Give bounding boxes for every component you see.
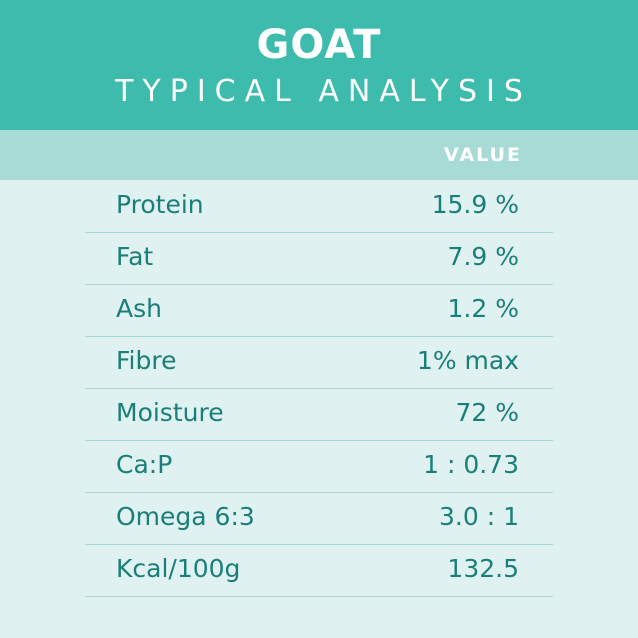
table-row: Kcal/100g 132.5 — [85, 544, 553, 597]
row-label: Moisture — [116, 398, 224, 427]
table-row: Ca:P 1 : 0.73 — [85, 440, 553, 493]
row-value: 72 % — [455, 398, 519, 427]
row-label: Ash — [116, 294, 162, 323]
row-label: Fat — [116, 242, 154, 271]
row-label: Kcal/100g — [116, 554, 241, 583]
table-row: Fibre 1% max — [85, 336, 553, 389]
table-row: Omega 6:3 3.0 : 1 — [85, 492, 553, 545]
row-value: 1% max — [416, 346, 519, 375]
page-title: GOAT — [256, 22, 382, 68]
table-row: Fat 7.9 % — [85, 232, 553, 285]
table-row: Moisture 72 % — [85, 388, 553, 441]
column-header-value: VALUE — [444, 144, 522, 166]
page-subtitle: TYPICAL ANALYSIS — [115, 74, 532, 109]
row-label: Omega 6:3 — [116, 502, 255, 531]
column-header-band — [0, 130, 638, 180]
row-value: 1.2 % — [447, 294, 519, 323]
row-label: Protein — [116, 190, 204, 219]
row-value: 1 : 0.73 — [423, 450, 519, 479]
row-value: 15.9 % — [431, 190, 519, 219]
row-label: Fibre — [116, 346, 177, 375]
row-value: 7.9 % — [447, 242, 519, 271]
row-value: 132.5 — [447, 554, 519, 583]
table-row: Protein 15.9 % — [85, 180, 553, 233]
row-value: 3.0 : 1 — [439, 502, 519, 531]
header: GOAT TYPICAL ANALYSIS — [0, 0, 638, 130]
row-label: Ca:P — [116, 450, 173, 479]
table-row: Ash 1.2 % — [85, 284, 553, 337]
